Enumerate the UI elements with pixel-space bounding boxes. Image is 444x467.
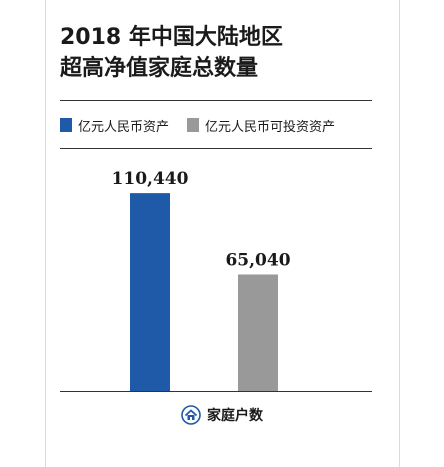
legend-swatch-blue bbox=[60, 118, 72, 132]
legend-item-investable: 亿元人民币可投资资产 bbox=[187, 116, 335, 135]
title-line-1: 2018 年中国大陆地区 bbox=[60, 25, 283, 50]
x-axis-footer: 家庭户数 bbox=[0, 405, 444, 425]
chart-title: 2018 年中国大陆地区 超高净值家庭总数量 bbox=[60, 22, 283, 84]
legend-label-investable: 亿元人民币可投资资产 bbox=[205, 119, 336, 135]
frame-left-line bbox=[45, 0, 46, 467]
legend-item-asset: 亿元人民币资产 bbox=[60, 116, 169, 135]
legend: 亿元人民币资产 亿元人民币可投资资产 bbox=[60, 115, 353, 135]
house-icon bbox=[181, 405, 201, 425]
bar-value-label-1: 65,040 bbox=[225, 250, 290, 270]
legend-label-asset: 亿元人民币资产 bbox=[78, 119, 170, 135]
bar-0 bbox=[130, 193, 170, 391]
title-line-2: 超高净值家庭总数量 bbox=[60, 56, 259, 81]
legend-divider bbox=[60, 148, 372, 149]
legend-swatch-gray bbox=[187, 118, 200, 132]
title-divider bbox=[60, 100, 372, 101]
bar-value-label-0: 110,440 bbox=[112, 169, 189, 189]
bar-1 bbox=[238, 274, 278, 391]
x-axis-label: 家庭户数 bbox=[207, 408, 263, 424]
frame-right-line bbox=[399, 0, 400, 467]
